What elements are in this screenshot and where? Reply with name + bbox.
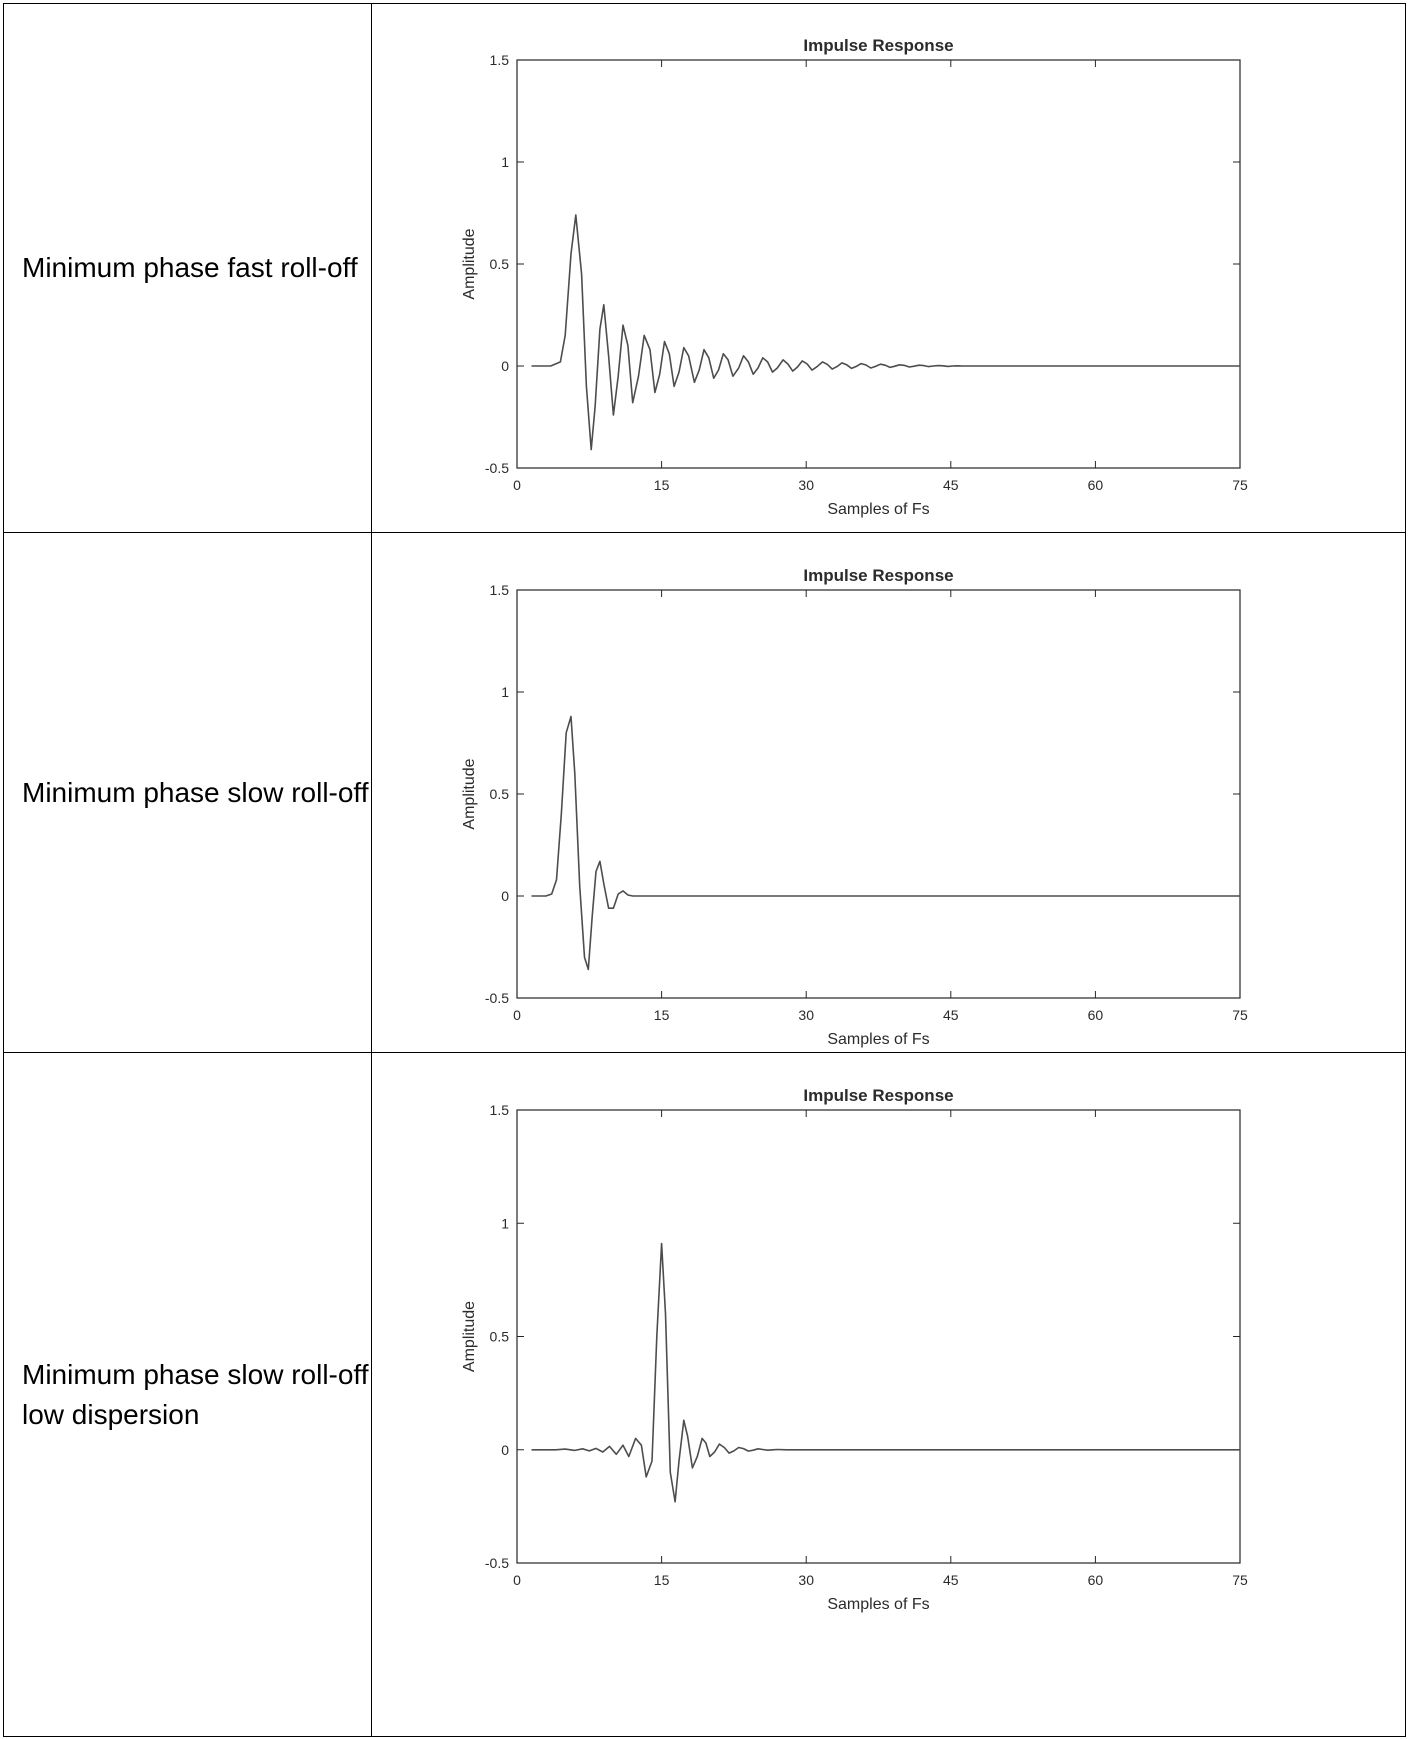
y-tick-label: 0	[501, 1441, 509, 1457]
impulse-response-line	[531, 715, 1240, 970]
y-tick-label: 1	[501, 1215, 509, 1231]
filter-label: Minimum phase fast roll-off	[22, 252, 358, 283]
x-tick-label: 60	[1088, 1007, 1104, 1023]
y-tick-label: 0	[501, 888, 509, 904]
plot-area-frame	[516, 1108, 1241, 1564]
y-tick-label: 1	[501, 154, 509, 170]
x-tick-label: 30	[798, 1572, 814, 1588]
x-tick-label: 15	[654, 1007, 670, 1023]
x-axis-label: Samples of Fs	[827, 501, 929, 518]
table-row: Minimum phase fast roll-off Impulse Resp…	[3, 3, 1406, 533]
x-tick-label: 75	[1232, 477, 1248, 493]
filter-table: Minimum phase fast roll-off Impulse Resp…	[3, 3, 1406, 1737]
y-tick-label: -0.5	[485, 1555, 509, 1571]
y-tick-label: 0	[501, 358, 509, 374]
x-tick-label: 75	[1232, 1007, 1248, 1023]
impulse-response-line	[531, 214, 1240, 451]
y-tick-label: -0.5	[485, 460, 509, 476]
x-tick-label: 30	[798, 477, 814, 493]
x-tick-label: 15	[654, 1572, 670, 1588]
x-tick-label: 15	[654, 477, 670, 493]
y-tick-label: 0.5	[490, 1328, 510, 1344]
x-tick-label: 45	[943, 1007, 959, 1023]
x-tick-label: 45	[943, 477, 959, 493]
x-axis-label: Samples of Fs	[827, 1596, 929, 1613]
filter-label: Minimum phase slow roll-off low dispersi…	[22, 1358, 369, 1430]
row-label-cell: Minimum phase slow roll-off low dispersi…	[3, 1052, 372, 1737]
x-tick-label: 0	[513, 477, 521, 493]
x-tick-label: 30	[798, 1007, 814, 1023]
y-tick-label: 0.5	[490, 786, 510, 802]
table-row: Minimum phase slow roll-off Impulse Resp…	[3, 532, 1406, 1053]
plot-area-frame	[516, 588, 1241, 999]
table-row: Minimum phase slow roll-off low dispersi…	[3, 1052, 1406, 1737]
x-tick-label: 75	[1232, 1572, 1248, 1588]
x-tick-label: 0	[513, 1572, 521, 1588]
plot-cell: Impulse Response 0 15 30 45 60 75 -0.5 0 0.5 1 1.5 S…	[371, 1052, 1406, 1737]
row-label-cell: Minimum phase fast roll-off	[3, 3, 372, 533]
y-tick-label: 1.5	[490, 1102, 510, 1118]
filter-label: Minimum phase slow roll-off	[22, 776, 369, 808]
x-tick-label: 60	[1088, 477, 1104, 493]
plot-cell: Impulse Response 0 15 30 45 60 75 -0.5 0 0.5 1 1.5 S…	[371, 532, 1406, 1053]
x-tick-label: 60	[1088, 1572, 1104, 1588]
x-tick-label: 0	[513, 1007, 521, 1023]
y-tick-label: -0.5	[485, 990, 509, 1006]
x-axis-label: Samples of Fs	[827, 1031, 929, 1048]
y-axis-label: Amplitude	[461, 228, 478, 299]
chart-title: Impulse Response	[803, 566, 953, 585]
y-tick-label: 1	[501, 684, 509, 700]
chart-title: Impulse Response	[803, 36, 953, 55]
plot-cell: Impulse Response 0 15 30 45 60 75 -0.5 0 0.5 1 1.5 S…	[371, 3, 1406, 533]
y-tick-label: 0.5	[490, 256, 510, 272]
y-tick-label: 1.5	[490, 52, 510, 68]
plot-area-frame	[516, 59, 1241, 469]
x-tick-label: 45	[943, 1572, 959, 1588]
impulse-response-line	[531, 1242, 1240, 1503]
y-axis-label: Amplitude	[461, 758, 478, 829]
chart-title: Impulse Response	[803, 1086, 953, 1105]
y-tick-label: 1.5	[490, 582, 510, 598]
y-axis-label: Amplitude	[461, 1300, 478, 1371]
row-label-cell: Minimum phase slow roll-off	[3, 532, 372, 1053]
